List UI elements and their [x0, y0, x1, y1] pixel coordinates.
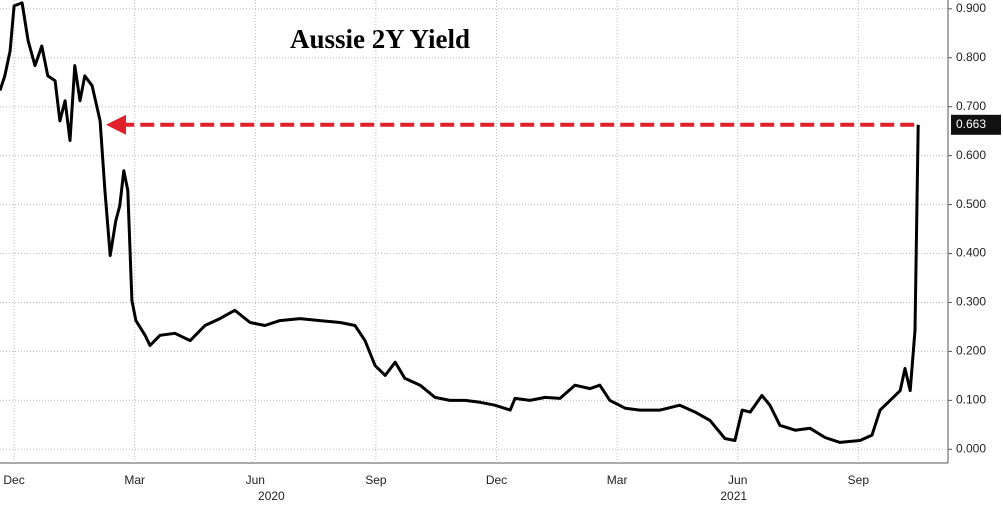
y-tick-label: 0.500	[956, 197, 986, 211]
last-value-box	[951, 114, 1001, 135]
x-tick-label: Dec	[3, 473, 24, 487]
x-tick-label: Sep	[848, 473, 870, 487]
y-tick-label: 0.600	[956, 148, 986, 162]
x-tick-label: Dec	[486, 473, 507, 487]
chart-title: Aussie 2Y Yield	[290, 24, 470, 54]
y-tick-label: 0.300	[956, 295, 986, 309]
last-value-label: 0.663	[956, 117, 986, 131]
y-tick-label: 0.100	[956, 393, 986, 407]
y-tick-label: 0.800	[956, 50, 986, 64]
y-tick-label: 0.200	[956, 344, 986, 358]
x-tick-label: Jun	[246, 473, 265, 487]
x-tick-label: Mar	[607, 473, 628, 487]
year-label: 2020	[258, 489, 285, 503]
year-label: 2021	[720, 489, 747, 503]
y-tick-label: 0.400	[956, 246, 986, 260]
x-tick-label: Jun	[728, 473, 747, 487]
data-line	[0, 1, 920, 444]
y-tick-label: 0.700	[956, 99, 986, 113]
x-tick-label: Mar	[124, 473, 145, 487]
y-tick-label: 0.900	[956, 1, 986, 15]
y-tick-label: 0.000	[956, 441, 986, 455]
x-tick-label: Sep	[365, 473, 387, 487]
